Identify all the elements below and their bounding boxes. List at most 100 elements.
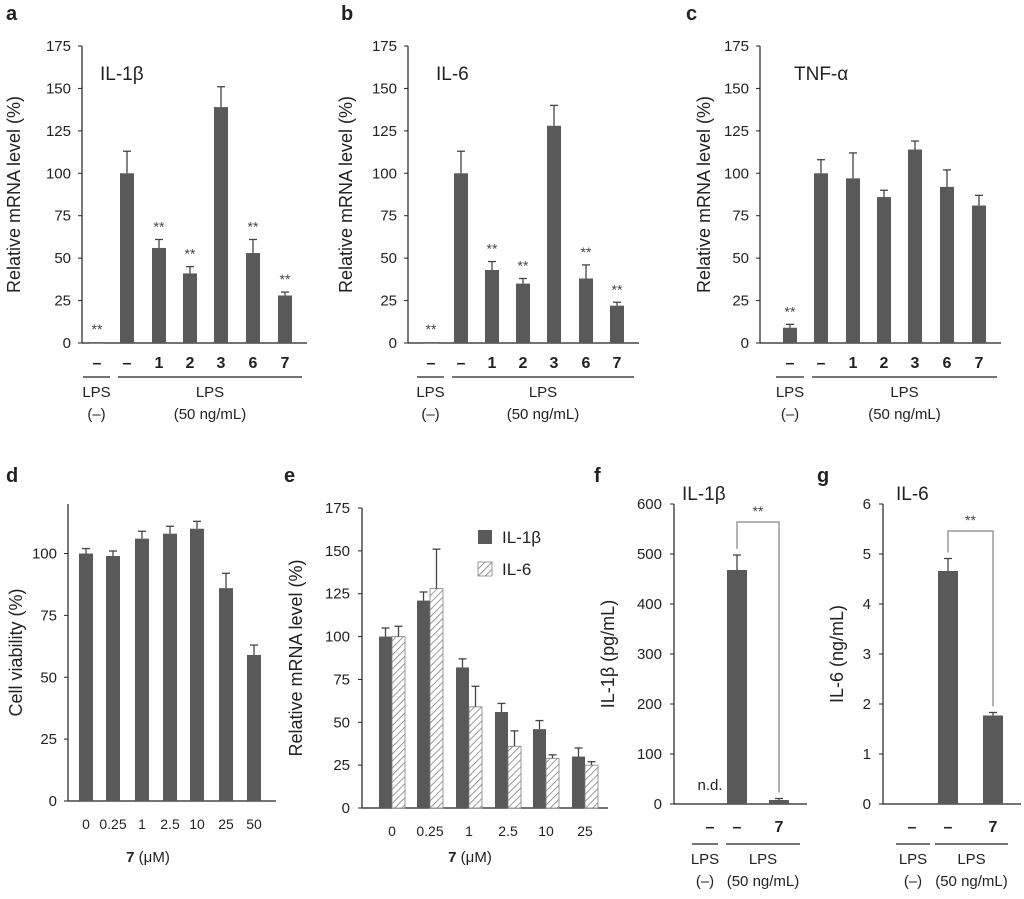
y-tick-label-f: 200 <box>637 696 662 713</box>
significance-marker-a: ** <box>154 218 165 234</box>
y-tick-label-a: 75 <box>54 208 71 225</box>
y-tick-label-e: 175 <box>325 500 350 517</box>
group-label-a: LPS <box>82 384 110 401</box>
y-tick-label-c: 25 <box>732 293 749 310</box>
bar-d <box>247 654 261 801</box>
bar-c <box>940 186 954 343</box>
y-tick-label-d: 0 <box>49 793 57 810</box>
y-tick-label-b: 25 <box>380 293 397 310</box>
x-tick-label-a: 6 <box>249 355 258 372</box>
chart-title-g: IL-6 <box>896 484 929 505</box>
significance-marker-a: ** <box>248 218 259 234</box>
x-tick-label-b: – <box>427 355 436 372</box>
x-tick-label-b: 1 <box>488 355 497 372</box>
x-tick-label-e: 25 <box>577 823 593 839</box>
y-axis-label-b: Relative mRNA level (%) <box>336 96 356 293</box>
y-tick-label-d: 50 <box>40 669 57 686</box>
x-tick-label-a: 3 <box>217 355 226 372</box>
group-label-g: LPS <box>957 851 985 868</box>
significance-marker-b: ** <box>612 281 623 297</box>
bar-e-il6 <box>391 636 406 809</box>
x-tick-label-b: 7 <box>613 355 622 372</box>
panel-label-e: e <box>284 465 295 487</box>
x-tick-label-e: 0.25 <box>416 823 443 839</box>
x-tick-label-a: – <box>93 355 102 372</box>
significance-marker-b: ** <box>487 241 498 257</box>
y-tick-label-e: 125 <box>325 586 350 603</box>
x-tick-label-c: 6 <box>943 355 952 372</box>
bar-a <box>214 107 228 344</box>
bar-d <box>219 588 233 801</box>
x-tick-label-c: 7 <box>975 355 984 372</box>
bar-a <box>152 247 166 343</box>
y-tick-label-b: 75 <box>380 208 397 225</box>
significance-marker-b: ** <box>581 244 592 260</box>
significance-marker-c: ** <box>785 303 796 319</box>
group-label-c: (–) <box>781 406 799 423</box>
group-label-g: (–) <box>904 873 922 890</box>
bar-b <box>579 278 593 343</box>
bar-b <box>516 283 530 343</box>
y-tick-label-f: 0 <box>654 796 662 813</box>
y-axis-label-g: IL-6 (ng/mL) <box>827 605 847 703</box>
significance-marker-b: ** <box>518 258 529 274</box>
annotation-nd-f: n.d. <box>697 777 722 794</box>
y-tick-label-g: 2 <box>863 696 871 713</box>
bar-f <box>727 570 747 804</box>
x-tick-label-g: 7 <box>989 819 998 836</box>
x-tick-label-a: 1 <box>155 355 164 372</box>
legend-label-il1b: IL-1β <box>502 528 541 547</box>
bar-d <box>79 553 93 801</box>
x-tick-label-e: 10 <box>538 823 554 839</box>
y-tick-label-d: 25 <box>40 731 57 748</box>
y-tick-label-f: 500 <box>637 546 662 563</box>
y-tick-label-c: 100 <box>724 165 749 182</box>
y-tick-label-d: 100 <box>32 546 57 563</box>
group-label-a: LPS <box>196 384 224 401</box>
y-tick-label-f: 400 <box>637 596 662 613</box>
y-tick-label-a: 150 <box>46 80 71 97</box>
group-label-b: (–) <box>421 406 439 423</box>
y-tick-label-f: 600 <box>637 496 662 513</box>
y-tick-label-e: 50 <box>333 714 350 731</box>
bar-e-il6 <box>584 764 599 809</box>
x-tick-label-c: 1 <box>849 355 858 372</box>
x-tick-label-c: 2 <box>880 355 889 372</box>
x-tick-label-c: 3 <box>911 355 920 372</box>
x-tick-label-e: 2.5 <box>498 823 518 839</box>
y-tick-label-c: 150 <box>724 80 749 97</box>
x-tick-label-d: 50 <box>246 816 262 832</box>
bar-b <box>485 270 499 343</box>
y-tick-label-e: 100 <box>325 629 350 646</box>
bar-d <box>135 538 149 801</box>
x-axis-label-e: 7 (μM) <box>448 849 492 866</box>
y-tick-label-e: 0 <box>342 800 350 817</box>
bar-c <box>814 173 828 343</box>
y-axis-label-f: IL-1β (pg/mL) <box>598 600 618 708</box>
x-tick-label-c: – <box>817 355 826 372</box>
x-tick-label-d: 2.5 <box>160 816 180 832</box>
bar-d <box>190 528 204 801</box>
y-tick-label-a: 100 <box>46 165 71 182</box>
y-tick-label-b: 150 <box>372 80 397 97</box>
panel-label-d: d <box>6 465 18 487</box>
bar-a <box>90 342 104 344</box>
y-tick-label-f: 100 <box>637 746 662 763</box>
bar-e-il1b <box>533 729 546 808</box>
y-tick-label-e: 75 <box>333 671 350 688</box>
y-tick-label-b: 100 <box>372 165 397 182</box>
bar-a <box>246 253 260 343</box>
group-label-b: LPS <box>529 384 557 401</box>
bar-d <box>106 555 120 801</box>
significance-marker-a: ** <box>92 321 103 337</box>
x-tick-label-f: 7 <box>775 819 784 836</box>
y-axis-label-c: Relative mRNA level (%) <box>694 96 714 293</box>
group-label-f: (50 ng/mL) <box>727 873 800 890</box>
x-tick-label-f: – <box>733 819 742 836</box>
bar-g <box>938 571 958 804</box>
y-tick-label-c: 50 <box>732 250 749 267</box>
significance-marker-a: ** <box>280 271 291 287</box>
y-tick-label-g: 5 <box>863 546 871 563</box>
y-tick-label-g: 3 <box>863 646 871 663</box>
